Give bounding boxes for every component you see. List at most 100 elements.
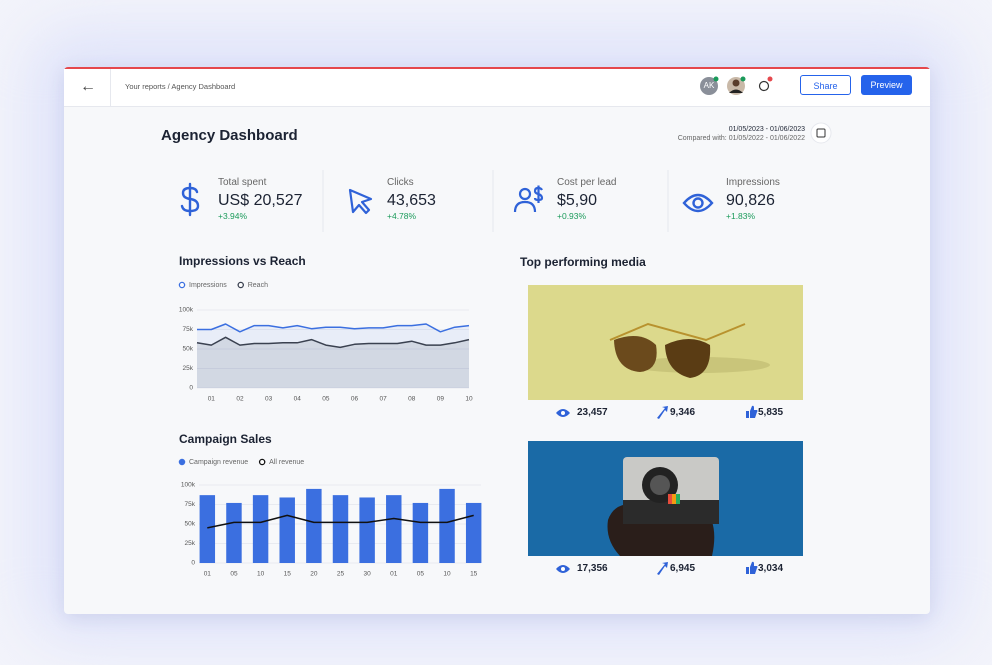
kpi-change: +0.93% (557, 211, 587, 221)
bar (279, 497, 295, 563)
x-tick-label: 05 (322, 396, 330, 403)
y-tick-label: 75k (185, 501, 196, 508)
y-tick-label: 100k (181, 482, 196, 489)
bar (439, 488, 455, 563)
glasses-lens (614, 336, 657, 372)
divider (110, 69, 111, 106)
kpi-change: +1.83% (726, 211, 756, 221)
bar (252, 495, 269, 563)
x-tick-label: 05 (230, 571, 238, 578)
x-tick-label: 15 (284, 571, 292, 578)
kpi-change: +4.78% (387, 211, 417, 221)
breadcrumb[interactable]: Your reports / Agency Dashboard (125, 82, 236, 91)
camera-lens (650, 475, 670, 495)
bar (306, 488, 322, 563)
y-tick-label: 100k (179, 307, 194, 314)
media-views: 23,457 (577, 407, 608, 418)
x-tick-label: 20 (310, 571, 318, 578)
media-title: Top performing media (520, 255, 646, 269)
media-shares: 6,945 (670, 563, 696, 574)
kpi-label: Total spent (218, 177, 267, 188)
kpi-value: US$ 20,527 (218, 192, 303, 209)
x-tick-label: 04 (294, 396, 302, 403)
camera-stripe (672, 494, 676, 504)
x-tick-label: 30 (364, 571, 372, 578)
legend-label: All revenue (269, 459, 304, 466)
back-button[interactable]: ← (80, 78, 96, 95)
bar (359, 497, 375, 563)
share-button[interactable]: Share (800, 75, 851, 95)
x-tick-label: 15 (470, 571, 478, 578)
media-likes: 3,034 (758, 563, 784, 574)
x-tick-label: 01 (208, 396, 216, 403)
bar (332, 495, 349, 563)
x-tick-label: 10 (465, 396, 473, 403)
y-tick-label: 25k (183, 365, 194, 372)
area (197, 324, 469, 388)
user-photo-head (732, 79, 740, 87)
stat-icons (556, 405, 758, 575)
legend-marker (237, 281, 244, 289)
x-tick-label: 10 (443, 571, 451, 578)
notification-dot (767, 76, 773, 82)
chat-icon[interactable] (758, 80, 770, 92)
legend-label: Reach (248, 282, 268, 289)
y-tick-label: 0 (189, 385, 193, 392)
user-photo-body (729, 89, 743, 93)
media-views: 17,356 (577, 563, 608, 574)
date-range[interactable]: 01/05/2023 - 01/06/2023 (728, 126, 805, 133)
x-tick-label: 01 (204, 571, 212, 578)
eye-icon (682, 193, 714, 213)
calendar-button[interactable] (810, 122, 832, 144)
y-tick-label: 75k (183, 326, 194, 333)
status-dot (713, 76, 719, 82)
area (197, 337, 469, 388)
media-image[interactable] (528, 285, 803, 400)
dollar-icon (180, 182, 200, 217)
x-tick-label: 10 (257, 571, 265, 578)
camera-stripe (676, 494, 680, 504)
top-bar (64, 69, 930, 107)
x-tick-label: 05 (417, 571, 425, 578)
x-tick-label: 08 (408, 396, 416, 403)
dashboard-title: Agency Dashboard (161, 127, 298, 144)
preview-button[interactable]: Preview (861, 75, 912, 95)
bar (199, 495, 216, 563)
kpi-value: 90,826 (726, 192, 775, 209)
kpi-change: +3.94% (218, 211, 248, 221)
compare-range: Compared with: 01/05/2022 - 01/06/2022 (677, 135, 805, 142)
legend-label: Impressions (189, 282, 227, 289)
bar (226, 502, 242, 563)
legend-marker (258, 458, 266, 466)
y-tick-label: 0 (191, 560, 195, 567)
kpi-value: $5,90 (557, 192, 598, 209)
kpi-value: 43,653 (387, 192, 436, 209)
x-tick-label: 07 (379, 396, 387, 403)
x-tick-label: 06 (351, 396, 359, 403)
x-tick-label: 03 (265, 396, 273, 403)
y-tick-label: 25k (185, 540, 196, 547)
line (207, 514, 474, 529)
legend-label: Campaign revenue (189, 459, 248, 466)
chart-title: Campaign Sales (179, 432, 272, 446)
x-tick-label: 09 (437, 396, 445, 403)
glasses-lens (665, 339, 711, 378)
x-tick-label: 01 (390, 571, 398, 578)
line (196, 336, 470, 349)
kpi-label: Cost per lead (557, 177, 617, 188)
media-shares: 9,346 (670, 407, 696, 418)
kpi-label: Clicks (387, 177, 414, 188)
bar (386, 495, 402, 563)
y-tick-label: 50k (183, 346, 194, 353)
legend-marker (178, 458, 186, 466)
avatar[interactable]: AK (700, 77, 718, 95)
legend-marker (178, 281, 186, 289)
x-tick-label: 02 (236, 396, 244, 403)
chart-title: Impressions vs Reach (179, 254, 306, 268)
lead-icon (513, 185, 544, 213)
y-tick-label: 50k (185, 521, 196, 528)
status-dot (740, 76, 746, 82)
calendar-icon (816, 128, 826, 138)
